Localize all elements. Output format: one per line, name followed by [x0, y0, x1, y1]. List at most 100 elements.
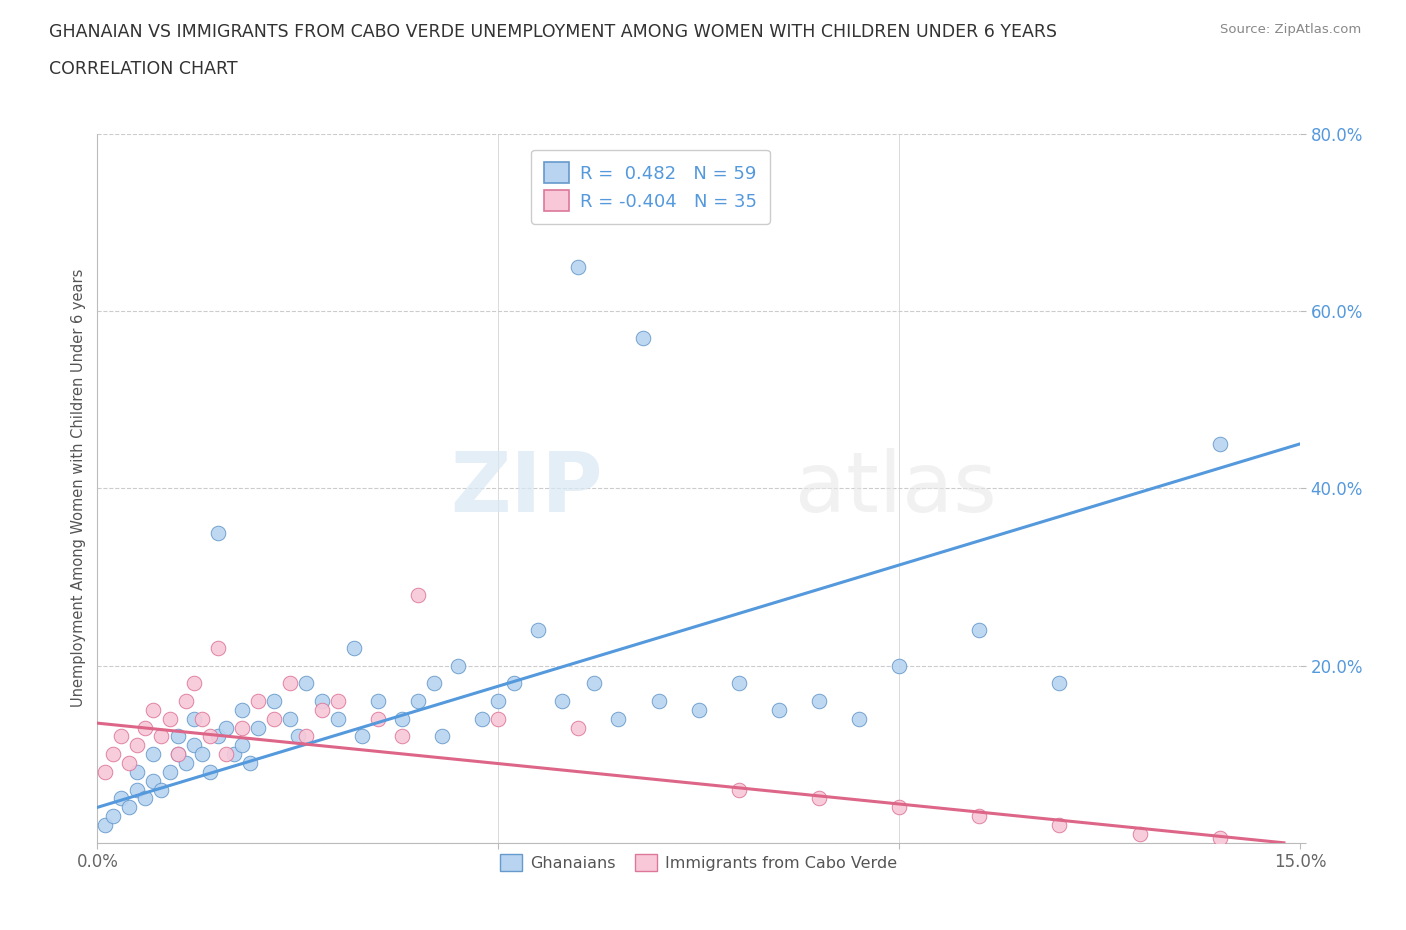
Point [183, 737, 205, 752]
Point [110, 729, 132, 744]
Text: Source: ZipAtlas.com: Source: ZipAtlas.com [1220, 23, 1361, 36]
Point [263, 711, 285, 726]
Point [768, 702, 790, 717]
Point [183, 676, 205, 691]
Point [166, 747, 188, 762]
Point [231, 702, 253, 717]
Point [727, 676, 749, 691]
Point [887, 658, 910, 673]
Point [150, 729, 173, 744]
Point [406, 694, 429, 709]
Point [294, 676, 316, 691]
Point [263, 694, 285, 709]
Point [142, 774, 165, 789]
Point [1049, 817, 1071, 832]
Point [688, 702, 710, 717]
Point [1049, 676, 1071, 691]
Point [807, 694, 830, 709]
Text: ZIP: ZIP [450, 447, 602, 529]
Point [174, 694, 197, 709]
Point [207, 525, 229, 540]
Point [239, 755, 262, 770]
Point [848, 711, 870, 726]
Point [127, 764, 149, 779]
Text: CORRELATION CHART: CORRELATION CHART [49, 60, 238, 78]
Point [583, 676, 606, 691]
Point [311, 694, 333, 709]
Point [231, 737, 253, 752]
Point [486, 694, 509, 709]
Point [142, 747, 165, 762]
Point [311, 702, 333, 717]
Point [142, 702, 165, 717]
Point [391, 729, 413, 744]
Point [423, 676, 446, 691]
Point [127, 782, 149, 797]
Point [278, 711, 301, 726]
Point [326, 694, 349, 709]
Point [527, 622, 550, 637]
Legend: Ghanaians, Immigrants from Cabo Verde: Ghanaians, Immigrants from Cabo Verde [494, 848, 904, 877]
Point [166, 729, 188, 744]
Point [430, 729, 453, 744]
Point [222, 747, 245, 762]
Point [231, 720, 253, 735]
Point [246, 720, 269, 735]
Text: GHANAIAN VS IMMIGRANTS FROM CABO VERDE UNEMPLOYMENT AMONG WOMEN WITH CHILDREN UN: GHANAIAN VS IMMIGRANTS FROM CABO VERDE U… [49, 23, 1057, 41]
Point [287, 729, 309, 744]
Point [190, 747, 212, 762]
Point [190, 711, 212, 726]
Point [198, 764, 221, 779]
Point [551, 694, 574, 709]
Point [94, 817, 117, 832]
Point [350, 729, 373, 744]
Point [607, 711, 630, 726]
Point [246, 694, 269, 709]
Point [727, 782, 749, 797]
Point [118, 755, 141, 770]
Point [207, 729, 229, 744]
Point [631, 330, 654, 345]
Point [174, 755, 197, 770]
Point [103, 747, 125, 762]
Point [103, 809, 125, 824]
Point [118, 800, 141, 815]
Point [326, 711, 349, 726]
Point [150, 782, 173, 797]
Text: atlas: atlas [794, 447, 997, 529]
Point [127, 737, 149, 752]
Point [134, 791, 156, 806]
Point [159, 764, 181, 779]
Point [159, 711, 181, 726]
Point [110, 791, 132, 806]
Point [207, 641, 229, 656]
Point [367, 694, 389, 709]
Point [447, 658, 470, 673]
Point [967, 622, 990, 637]
Point [471, 711, 494, 726]
Point [134, 720, 156, 735]
Point [567, 259, 589, 274]
Point [343, 641, 366, 656]
Point [967, 809, 990, 824]
Point [166, 747, 188, 762]
Point [807, 791, 830, 806]
Point [214, 720, 236, 735]
Point [94, 764, 117, 779]
Y-axis label: Unemployment Among Women with Children Under 6 years: Unemployment Among Women with Children U… [72, 269, 86, 708]
Point [367, 711, 389, 726]
Point [647, 694, 669, 709]
Point [214, 747, 236, 762]
Point [503, 676, 526, 691]
Point [1209, 436, 1232, 451]
Point [183, 711, 205, 726]
Point [1209, 830, 1232, 845]
Point [278, 676, 301, 691]
Point [294, 729, 316, 744]
Point [567, 720, 589, 735]
Point [406, 587, 429, 602]
Point [887, 800, 910, 815]
Point [198, 729, 221, 744]
Point [1129, 827, 1152, 842]
Point [391, 711, 413, 726]
